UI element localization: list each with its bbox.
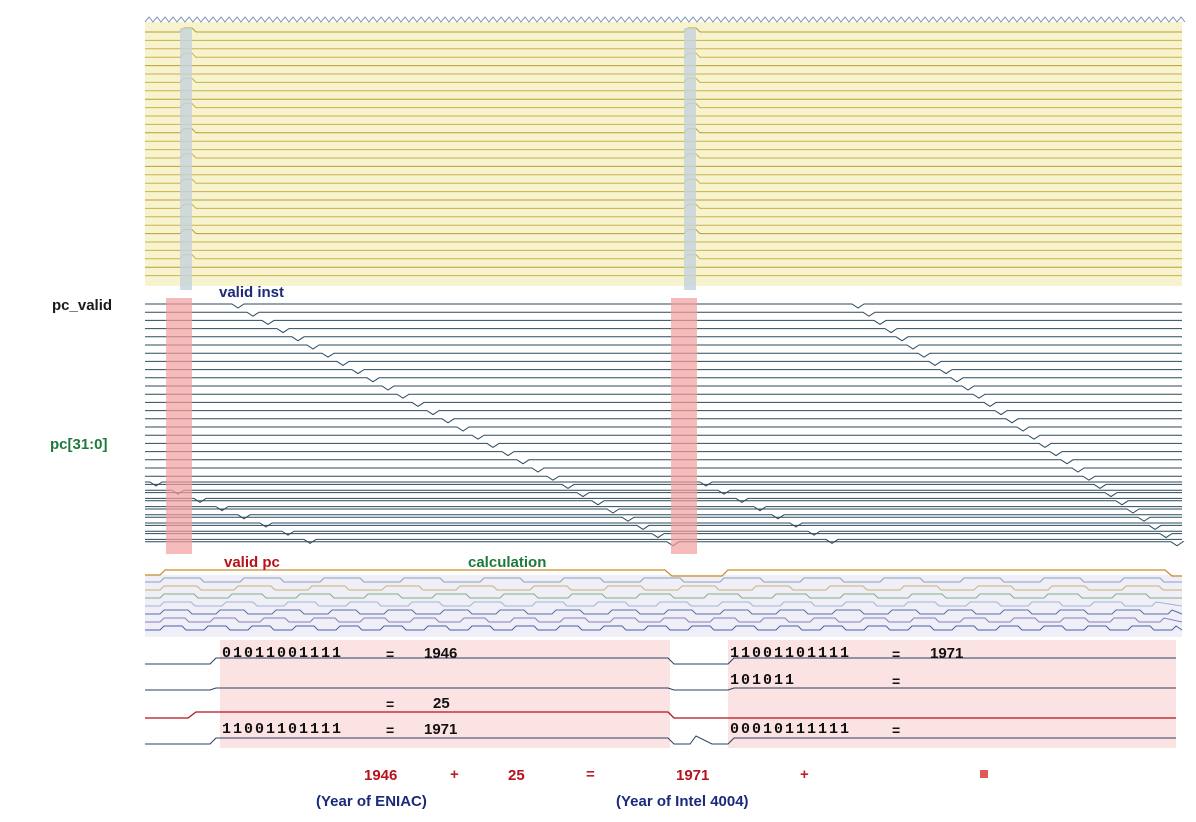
- caption-intel: (Year of Intel 4004): [616, 793, 749, 810]
- row2-value: 25: [433, 695, 450, 712]
- bus-trace: [145, 492, 1182, 498]
- right1-equals: =: [892, 646, 901, 662]
- clock-trace: [145, 601, 1183, 607]
- bus-trace: [145, 533, 1182, 539]
- equation-plus: +: [450, 766, 459, 783]
- bus-trace: [145, 516, 1182, 522]
- red-highlight-1: [166, 298, 192, 554]
- row3-bits: 11001101111: [222, 721, 344, 738]
- data-trace-1: [145, 657, 1176, 665]
- bus-trace: [145, 418, 1182, 424]
- bus-trace: [145, 442, 1182, 449]
- bus-trace: [145, 303, 1182, 309]
- bus-trace-lower: [145, 481, 1182, 487]
- red-highlight-2: [671, 298, 697, 554]
- bus-trace-lower: [145, 538, 1182, 545]
- clock-trace: [145, 577, 1182, 583]
- equation-plus-2: +: [800, 766, 809, 783]
- marker-bar-1: [180, 28, 192, 290]
- right1-bits: 11001101111: [730, 645, 852, 662]
- red-square-marker: [980, 770, 988, 778]
- bus-trace: [145, 410, 1182, 416]
- calc-signal: [145, 569, 1182, 577]
- yellow-traces: [145, 27, 1182, 277]
- pc-bus-label: pc[31:0]: [50, 436, 108, 453]
- bus-trace: [145, 385, 1182, 391]
- marker-bar-2: [684, 28, 696, 290]
- clock-trace: [145, 617, 1183, 623]
- yellow-panel: [145, 22, 1182, 286]
- clock-trace: [145, 593, 1182, 599]
- bus-trace: [145, 508, 1182, 514]
- bus-trace: [145, 344, 1182, 350]
- equation-1971: 1971: [676, 767, 710, 784]
- bus-trace-lower: [145, 506, 1182, 512]
- row1-value: 1946: [424, 645, 458, 662]
- bus-trace: [145, 336, 1182, 342]
- clock-trace: [145, 625, 1183, 631]
- lower-traces: [145, 569, 1183, 745]
- row3-equals: =: [386, 722, 395, 738]
- bus-trace: [145, 393, 1182, 399]
- caption-eniac: (Year of ENIAC): [316, 793, 427, 810]
- row1-equals: =: [386, 646, 395, 662]
- right3-bits: 00010111111: [730, 721, 852, 738]
- equation-1946: 1946: [364, 767, 398, 784]
- bus-trace: [145, 483, 1182, 490]
- right1-value: 1971: [930, 645, 964, 662]
- valid-pc-annotation: valid pc: [224, 554, 280, 571]
- bus-trace: [145, 319, 1182, 326]
- bus-trace: [145, 426, 1182, 432]
- bus-trace: [145, 451, 1182, 457]
- bus-trace: [145, 500, 1182, 506]
- bus-trace: [145, 328, 1182, 334]
- bus-trace: [145, 360, 1182, 367]
- equation-25: 25: [508, 767, 525, 784]
- blue-traces: [145, 303, 1185, 547]
- bus-trace: [145, 467, 1182, 473]
- bus-trace: [145, 369, 1182, 375]
- bus-trace: [145, 541, 1185, 547]
- bus-trace: [145, 311, 1182, 317]
- bus-trace: [145, 401, 1182, 408]
- row1-bits: 01011001111: [222, 645, 344, 662]
- pc-valid-label: pc_valid: [52, 297, 113, 314]
- red-trace: [145, 711, 1176, 719]
- row3-value: 1971: [424, 721, 458, 738]
- bus-trace-lower: [145, 497, 1182, 504]
- right2-equals: =: [892, 673, 901, 689]
- data-trace-2: [145, 687, 1176, 691]
- zigzag-edge: [144, 16, 1186, 23]
- bus-trace-lower: [145, 522, 1182, 528]
- right3-equals: =: [892, 722, 901, 738]
- equation-equals: =: [586, 766, 595, 783]
- bus-trace: [145, 459, 1182, 465]
- row2-equals: =: [386, 696, 395, 712]
- bus-trace: [145, 475, 1182, 481]
- right2-bits: 101011: [730, 672, 797, 689]
- bus-trace: [145, 352, 1182, 358]
- bus-trace: [145, 524, 1182, 531]
- bus-trace-lower: [145, 514, 1182, 520]
- data-trace-3: [145, 735, 1176, 745]
- valid-inst-annotation: valid inst: [219, 284, 285, 301]
- clock-trace: [145, 585, 1182, 591]
- bus-trace-lower: [145, 530, 1182, 536]
- bus-trace: [145, 434, 1182, 440]
- calculation-annotation: calculation: [468, 554, 547, 571]
- bus-trace: [145, 377, 1182, 383]
- clock-trace: [145, 609, 1183, 615]
